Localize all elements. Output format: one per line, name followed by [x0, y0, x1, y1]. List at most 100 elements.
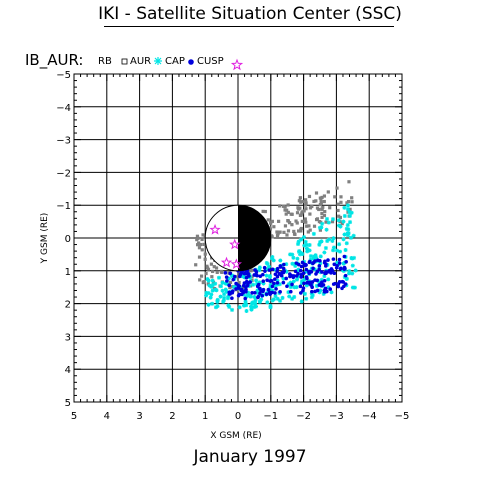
aur-point: [295, 221, 299, 225]
cusp-point: [273, 272, 278, 277]
cusp-point: [232, 274, 237, 279]
cap-point: [208, 295, 213, 300]
cap-point: [250, 300, 255, 305]
cusp-point: [243, 296, 248, 301]
cusp-point: [299, 264, 304, 269]
aur-point: [211, 269, 215, 274]
cap-point: [317, 242, 322, 247]
aur-point: [197, 255, 202, 259]
cusp-point: [273, 291, 277, 295]
cap-point: [284, 262, 289, 267]
cusp-point: [313, 259, 317, 263]
cap-point: [224, 289, 229, 294]
y-tick-label: −2: [56, 168, 71, 179]
cusp-point: [343, 273, 348, 278]
legend: IB_AUR: RB AUR CAP CUSP: [25, 51, 244, 71]
cap-point: [255, 290, 260, 295]
cap-point: [310, 293, 315, 298]
x-tick-label: −4: [362, 411, 377, 422]
cusp-point: [272, 281, 276, 286]
cap-point: [287, 294, 292, 299]
cap-point: [281, 276, 286, 281]
cusp-point: [256, 282, 261, 287]
aur-point: [350, 200, 354, 204]
cap-point: [311, 231, 316, 236]
cap-point: [210, 301, 215, 306]
cap-point: [270, 288, 275, 293]
cap-point: [237, 305, 242, 310]
cusp-point: [247, 274, 251, 278]
cap-point: [268, 303, 273, 308]
aur-point: [286, 219, 290, 223]
cusp-point: [299, 275, 304, 279]
cap-point: [294, 277, 299, 282]
cap-point: [318, 261, 323, 266]
cap-point: [244, 294, 249, 299]
cap-point: [341, 219, 346, 224]
cap-point: [326, 285, 331, 290]
cap-point: [299, 299, 304, 304]
aur-point: [241, 286, 245, 290]
cap-point: [345, 233, 350, 238]
cap-point: [327, 237, 332, 242]
cusp-point: [319, 283, 324, 288]
aur-point: [315, 206, 320, 210]
aur-point: [308, 212, 312, 216]
earth-night-side: [238, 205, 271, 271]
cap-point: [324, 227, 329, 232]
aur-point: [194, 263, 198, 267]
cap-point: [210, 283, 215, 288]
cap-point: [264, 273, 269, 278]
aur-point: [318, 203, 322, 207]
cap-point: [268, 282, 273, 287]
cap-point: [317, 290, 322, 295]
cap-point: [291, 279, 296, 284]
cap-point: [271, 258, 276, 263]
cusp-point: [331, 282, 336, 286]
cusp-point: [313, 289, 317, 294]
aur-point: [286, 203, 290, 207]
cap-point: [350, 263, 355, 268]
cusp-point: [273, 277, 277, 281]
cap-point: [218, 284, 223, 289]
aur-point: [338, 215, 343, 220]
cap-point: [307, 248, 312, 253]
aur-point: [298, 213, 303, 218]
cusp-point: [238, 272, 243, 277]
aur-point: [201, 233, 205, 237]
cusp-point: [275, 266, 280, 271]
aur-point: [210, 275, 214, 279]
cusp-point: [230, 290, 235, 295]
cusp-point: [244, 271, 248, 276]
cap-point: [345, 207, 350, 212]
aur-point: [282, 230, 286, 234]
aur-point: [287, 221, 292, 225]
cap-point: [335, 260, 340, 265]
cusp-point: [282, 262, 286, 267]
cap-point: [311, 256, 316, 261]
aur-point: [198, 278, 202, 282]
cap-point: [348, 220, 353, 225]
cap-point: [275, 278, 280, 283]
earth-disc: [204, 204, 272, 272]
cap-point: [210, 288, 215, 293]
aur-point: [266, 218, 270, 222]
cusp-point: [244, 287, 248, 292]
cusp-point: [336, 281, 341, 286]
y-tick-label: −4: [56, 103, 71, 114]
cap-point: [253, 301, 258, 306]
cusp-point: [298, 268, 303, 273]
aur-point: [203, 252, 207, 256]
cap-point: [225, 281, 230, 286]
aur-point: [286, 210, 290, 214]
cusp-star-point: [220, 256, 233, 268]
cusp-point: [308, 282, 312, 286]
aur-point: [269, 221, 273, 225]
aur-point: [215, 270, 219, 275]
aur-point: [284, 212, 288, 216]
x-axis-label: X GSM (RE): [210, 431, 261, 441]
aur-point: [298, 196, 302, 200]
cusp-point: [236, 293, 241, 298]
cap-point: [244, 309, 249, 314]
